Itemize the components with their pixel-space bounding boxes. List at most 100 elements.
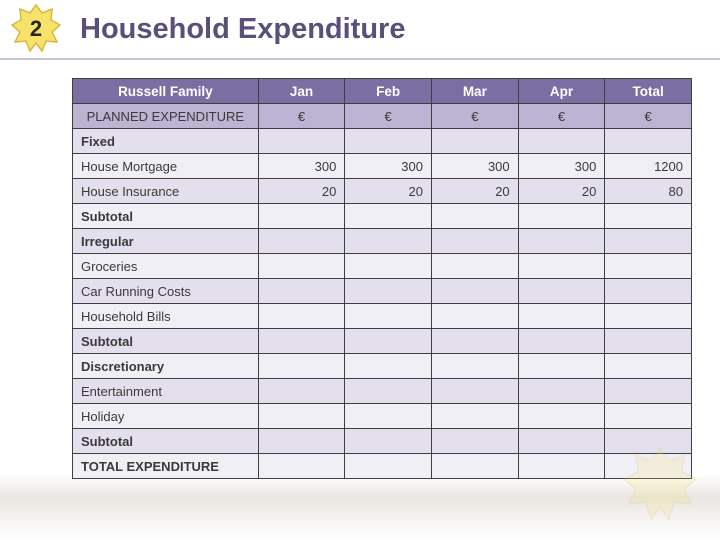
cell-value [518,354,605,379]
table-row: Subtotal [73,204,692,229]
cell-value [432,454,519,479]
col-header: Russell Family [73,79,259,104]
cell-value [432,329,519,354]
cell-value: 300 [345,154,432,179]
cell-value [345,454,432,479]
table-row: Subtotal [73,429,692,454]
cell-value [605,279,692,304]
table-row: Holiday [73,404,692,429]
cell-value [345,329,432,354]
cell-value [345,304,432,329]
row-label: Holiday [73,404,259,429]
col-subheader: € [605,104,692,129]
cell-value [258,454,345,479]
col-subheader: € [345,104,432,129]
row-label: Irregular [73,229,259,254]
cell-value [432,279,519,304]
row-label: Car Running Costs [73,279,259,304]
cell-value [432,429,519,454]
cell-value [432,379,519,404]
cell-value [518,279,605,304]
table-header-row-2: PLANNED EXPENDITURE € € € € € [73,104,692,129]
cell-value [258,304,345,329]
cell-value [432,204,519,229]
table-row: Groceries [73,254,692,279]
cell-value [432,229,519,254]
table-row: Discretionary [73,354,692,379]
row-label: Subtotal [73,204,259,229]
cell-value [258,354,345,379]
cell-value [258,404,345,429]
cell-value [432,404,519,429]
cell-value: 20 [345,179,432,204]
cell-value [518,254,605,279]
cell-value [605,404,692,429]
row-label: Household Bills [73,304,259,329]
cell-value [605,429,692,454]
cell-value: 300 [258,154,345,179]
row-label: House Insurance [73,179,259,204]
cell-value [345,429,432,454]
cell-value: 20 [518,179,605,204]
cell-value: 1200 [605,154,692,179]
cell-value [518,454,605,479]
col-header: Total [605,79,692,104]
cell-value [345,379,432,404]
table-row: Car Running Costs [73,279,692,304]
cell-value [605,379,692,404]
col-subheader: € [258,104,345,129]
cell-value: 300 [432,154,519,179]
cell-value [345,204,432,229]
cell-value [518,204,605,229]
row-label: Discretionary [73,354,259,379]
cell-value [605,329,692,354]
cell-value [258,379,345,404]
cell-value [258,129,345,154]
cell-value [518,379,605,404]
cell-value [518,329,605,354]
cell-value [518,304,605,329]
cell-value [345,229,432,254]
cell-value: 80 [605,179,692,204]
cell-value [605,354,692,379]
cell-value [518,129,605,154]
cell-value [518,404,605,429]
col-header: Feb [345,79,432,104]
table-row: Irregular [73,229,692,254]
cell-value [605,304,692,329]
table-header-row-1: Russell Family Jan Feb Mar Apr Total [73,79,692,104]
cell-value [605,229,692,254]
row-label: Subtotal [73,429,259,454]
cell-value [345,354,432,379]
table-row: House Insurance2020202080 [73,179,692,204]
cell-value [605,129,692,154]
cell-value [345,254,432,279]
page-title: Household Expenditure [80,13,405,46]
cell-value [432,304,519,329]
cell-value [345,279,432,304]
cell-value [432,354,519,379]
row-label: Entertainment [73,379,259,404]
col-header: Apr [518,79,605,104]
cell-value [432,129,519,154]
col-subheader: PLANNED EXPENDITURE [73,104,259,129]
row-label: Groceries [73,254,259,279]
table-row: Entertainment [73,379,692,404]
col-header: Mar [432,79,519,104]
cell-value [605,454,692,479]
cell-value [258,429,345,454]
row-label: Fixed [73,129,259,154]
cell-value [605,254,692,279]
col-header: Jan [258,79,345,104]
table-row: Subtotal [73,329,692,354]
star-badge: 2 [10,3,62,55]
table-body: FixedHouse Mortgage3003003003001200House… [73,129,692,479]
row-label: House Mortgage [73,154,259,179]
row-label: Subtotal [73,329,259,354]
cell-value [258,254,345,279]
table-container: Russell Family Jan Feb Mar Apr Total PLA… [0,60,720,479]
col-subheader: € [518,104,605,129]
col-subheader: € [432,104,519,129]
table-row: Household Bills [73,304,692,329]
slide-header: 2 Household Expenditure [0,0,720,60]
